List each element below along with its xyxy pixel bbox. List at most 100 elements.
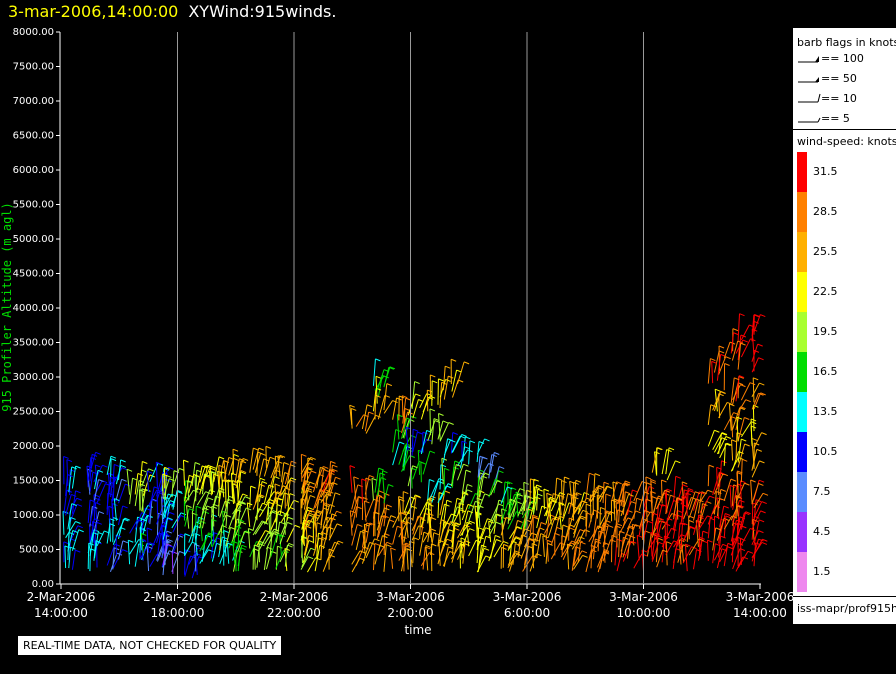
wind-barb — [592, 538, 596, 560]
wind-barb — [479, 518, 488, 540]
wind-barb-flag — [121, 467, 128, 471]
wind-barb-flag — [433, 532, 439, 536]
wind-barb-flag — [503, 540, 509, 544]
wind-barb-flag — [494, 452, 500, 455]
wind-barb-flag — [351, 407, 357, 411]
wind-barb — [172, 533, 181, 555]
wind-barb — [561, 535, 563, 556]
wind-barb-flag — [495, 521, 502, 525]
wind-barb — [171, 535, 179, 554]
wind-barb-flag — [744, 443, 750, 447]
wind-barb-flag — [581, 500, 587, 504]
wind-barb-flag — [397, 414, 403, 418]
wind-barb — [677, 484, 684, 502]
wind-barb-flag — [156, 461, 162, 465]
wind-barb-flag — [232, 448, 239, 452]
wind-barb-flag — [714, 388, 721, 392]
wind-barb — [362, 529, 366, 556]
wind-barb — [376, 369, 385, 391]
wind-barb — [425, 545, 429, 571]
wind-barb — [686, 488, 689, 509]
wind-barb — [532, 493, 538, 515]
wind-barb-flag — [353, 476, 359, 480]
wind-barb-flag — [374, 542, 381, 546]
wind-barb-flag — [210, 467, 216, 471]
wind-barb — [614, 509, 619, 536]
wind-barb-flag — [415, 495, 422, 499]
wind-barb — [753, 314, 761, 333]
wind-barb — [599, 507, 601, 528]
wind-barb — [443, 521, 451, 542]
wind-barb — [156, 513, 159, 536]
wind-barb-flag — [227, 498, 234, 502]
wind-barb-flag — [166, 543, 172, 547]
wind-barb — [225, 527, 231, 547]
wind-barb — [735, 432, 738, 461]
wind-barb-flag — [92, 532, 99, 536]
wind-barb — [86, 466, 89, 488]
wind-barb-flag — [440, 464, 447, 468]
wind-barb — [68, 466, 73, 493]
wind-barb — [730, 520, 737, 542]
wind-barb-flag — [483, 472, 490, 476]
wind-barb-flag — [675, 475, 681, 479]
barb-legend-item: == 100 — [797, 52, 864, 68]
wind-barb-flag — [497, 480, 503, 484]
wind-barb — [666, 500, 675, 521]
wind-barb — [398, 545, 407, 561]
wind-barb-flag — [715, 527, 721, 531]
wind-barb-flag — [114, 498, 120, 502]
wind-barb — [645, 476, 648, 500]
wind-barb-flag — [467, 510, 474, 514]
wind-barb — [355, 531, 361, 551]
wind-barb-flag — [651, 496, 658, 499]
wind-barb-flag — [332, 464, 338, 468]
wind-barb-flag — [758, 519, 765, 523]
wind-barb — [186, 505, 190, 529]
wind-barb-flag — [268, 484, 275, 488]
wind-barb — [585, 549, 592, 573]
wind-barb — [716, 436, 727, 455]
wind-barb — [254, 521, 264, 535]
wind-barb — [728, 403, 732, 431]
wind-barb-flag — [465, 540, 471, 544]
wind-barb-flag — [516, 553, 522, 557]
y-tick-label: 1000.00 — [13, 510, 54, 521]
wind-barb — [224, 479, 227, 507]
wind-barb-flag — [546, 539, 553, 543]
wind-barb — [280, 462, 285, 483]
wind-barb — [740, 382, 751, 401]
wind-barb-flag — [725, 515, 732, 519]
wind-barb — [325, 542, 336, 563]
wind-barb — [376, 535, 383, 558]
wind-barb-flag — [507, 502, 513, 506]
wind-barb — [263, 457, 271, 477]
wind-barb-flag — [761, 541, 768, 545]
wind-barb-flag — [322, 490, 328, 494]
wind-barb — [562, 493, 569, 517]
wind-barb — [450, 464, 457, 487]
wind-barb — [390, 547, 394, 569]
wind-barb — [443, 546, 449, 567]
wind-barb — [620, 534, 627, 552]
wind-barb — [148, 499, 152, 523]
wind-barb-flag — [323, 465, 329, 469]
wind-barb-flag — [688, 519, 695, 523]
wind-barb-flag — [332, 482, 338, 485]
wind-barb — [141, 488, 144, 513]
wind-barb-flag — [658, 517, 665, 521]
wind-barb — [692, 499, 699, 521]
wind-barb-flag — [461, 440, 468, 444]
wind-barb-flag — [240, 501, 246, 504]
wind-barb-flag — [682, 522, 688, 526]
wind-barb-flag — [622, 483, 629, 487]
wind-barb-flag — [510, 499, 516, 503]
wind-barb-flag — [753, 349, 760, 353]
wind-barb-flag — [93, 494, 100, 498]
barb-legend-item: == 10 — [797, 92, 857, 108]
wind-barb — [351, 496, 359, 517]
wind-barb — [63, 490, 68, 514]
wind-barb — [279, 534, 282, 555]
wind-barb-flag — [496, 513, 503, 517]
wind-barb — [654, 451, 657, 475]
